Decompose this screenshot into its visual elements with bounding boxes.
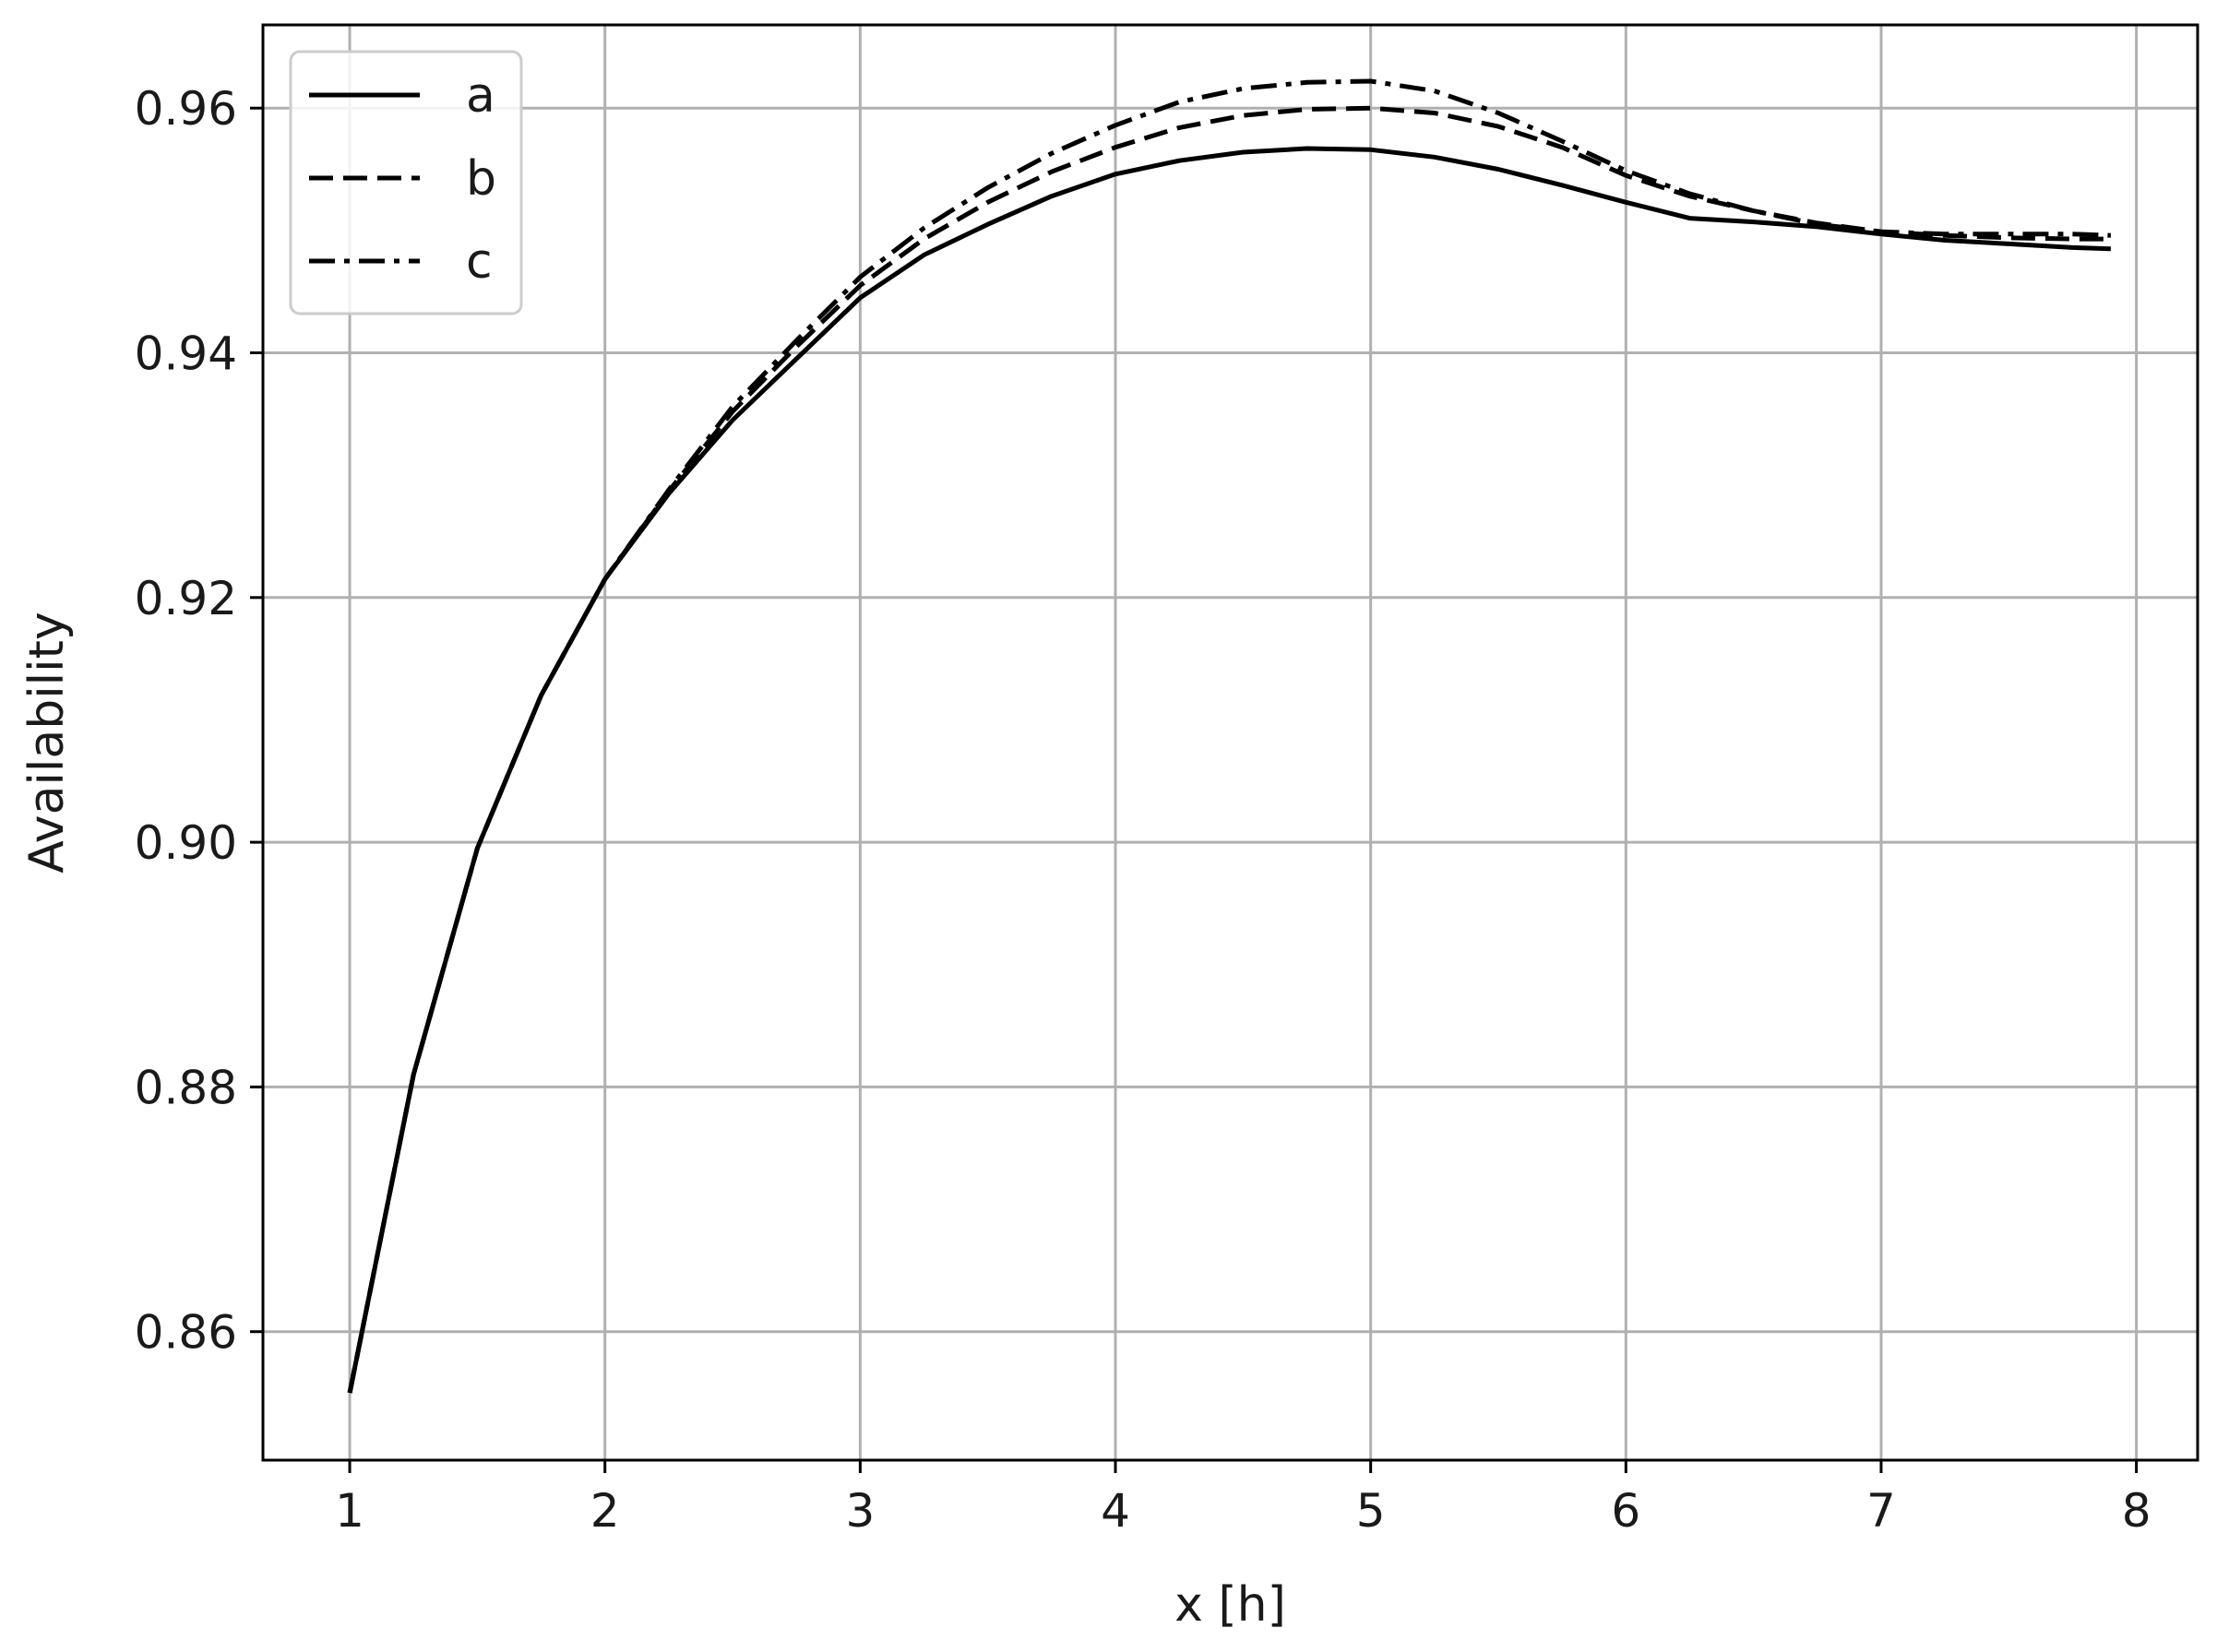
x-tick-label: 2 <box>590 1484 620 1538</box>
legend: abc <box>289 50 523 315</box>
y-tick-label: 0.94 <box>135 327 237 381</box>
x-tick-label: 4 <box>1101 1484 1130 1538</box>
y-axis-title: Availability <box>19 612 75 873</box>
x-tick-label: 1 <box>335 1484 364 1538</box>
x-tick-label: 6 <box>1611 1484 1640 1538</box>
x-tick-label: 7 <box>1866 1484 1896 1538</box>
y-tick-label: 0.88 <box>135 1061 237 1114</box>
x-axis-title: x [h] <box>1174 1577 1286 1633</box>
grid <box>263 25 2198 1460</box>
legend-label-b: b <box>466 151 496 207</box>
series-layer <box>347 78 2111 1394</box>
y-tick-label: 0.86 <box>135 1306 237 1360</box>
legend-label-a: a <box>466 68 495 124</box>
legend-label-c: c <box>466 234 493 290</box>
series-line-b <box>347 105 2111 1394</box>
x-tick-label: 8 <box>2122 1484 2151 1538</box>
x-tick-label: 5 <box>1356 1484 1386 1538</box>
y-tick-label: 0.92 <box>135 572 237 625</box>
x-tick-label: 3 <box>845 1484 875 1538</box>
ticks: 1 2 3 4 5 6 7 8 0.86 0.88 0.90 0.92 0.94 0.96 <box>135 82 2151 1538</box>
y-tick-label: 0.90 <box>135 816 237 870</box>
series-line-c <box>347 78 2111 1394</box>
plot-frame <box>261 23 2199 1462</box>
legend-box <box>289 50 523 315</box>
y-tick-label: 0.96 <box>135 82 237 136</box>
